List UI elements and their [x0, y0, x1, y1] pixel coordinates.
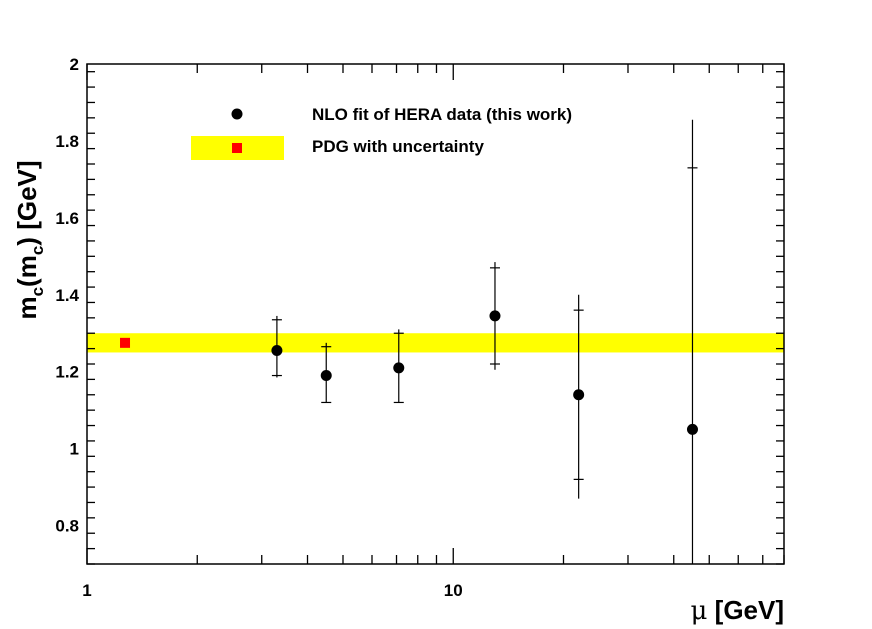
- data-point: [573, 389, 585, 401]
- data-point-group: [686, 119, 698, 564]
- y-tick-label: 1.8: [55, 132, 79, 151]
- y-tick-label: 0.8: [55, 517, 79, 536]
- plot-frame: [86, 63, 785, 565]
- data-point: [320, 370, 332, 382]
- data-point: [393, 362, 405, 374]
- y-tick-label: 1.6: [55, 209, 79, 228]
- legend: NLO fit of HERA data (this work) PDG wit…: [191, 105, 572, 160]
- data-point-group: [393, 329, 405, 404]
- data-point: [686, 423, 698, 435]
- legend-label-pdg: PDG with uncertainty: [312, 137, 484, 156]
- pdg-data-point: [120, 337, 131, 348]
- legend-marker-nlo: [231, 108, 243, 120]
- pdg-uncertainty-band: [87, 333, 784, 353]
- data-point-group: [320, 342, 332, 404]
- x-tick-label: 10: [444, 581, 463, 600]
- y-tick-label: 1.4: [55, 286, 79, 305]
- data-point-group: [489, 262, 501, 370]
- y-tick-label: 2: [70, 55, 79, 74]
- legend-label-nlo: NLO fit of HERA data (this work): [312, 105, 572, 124]
- axis-ticks: [86, 64, 785, 565]
- data-point-group: [271, 315, 283, 378]
- data-point-group: [573, 294, 585, 499]
- data-marks: [120, 119, 698, 564]
- x-axis-title: μ [GeV]: [691, 595, 784, 626]
- x-tick-label: 1: [82, 581, 91, 600]
- data-point: [489, 310, 501, 322]
- data-point: [271, 345, 283, 357]
- y-tick-label: 1.2: [55, 363, 79, 382]
- legend-marker-pdg-square: [232, 143, 242, 153]
- y-axis-title: mc(mc) [GeV]: [12, 160, 47, 319]
- y-tick-label: 1: [70, 440, 79, 459]
- axis-tick-labels: 0.8 1 1.2 1.4 1.6 1.8 2 1 10: [55, 55, 462, 600]
